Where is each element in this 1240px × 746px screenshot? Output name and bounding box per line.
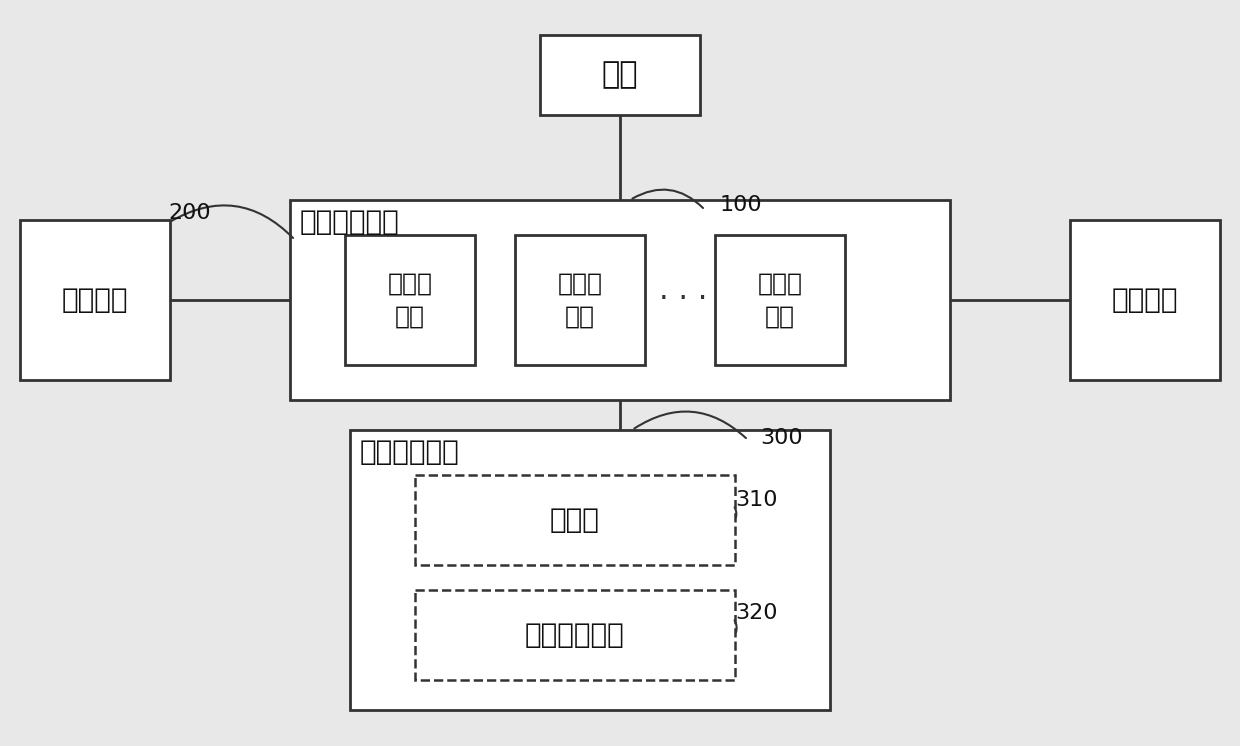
Text: 双向变
流器: 双向变 流器 bbox=[387, 272, 433, 329]
Text: 双向变
流器: 双向变 流器 bbox=[758, 272, 802, 329]
Text: 电池管理单元: 电池管理单元 bbox=[525, 621, 625, 649]
Text: 100: 100 bbox=[720, 195, 763, 215]
Text: 310: 310 bbox=[735, 490, 777, 510]
Text: 320: 320 bbox=[735, 603, 777, 623]
Bar bbox=[290, 200, 950, 400]
Bar bbox=[345, 235, 475, 365]
Text: 电网: 电网 bbox=[601, 60, 639, 90]
Bar bbox=[515, 235, 645, 365]
Text: 200: 200 bbox=[167, 203, 211, 223]
Text: 双向变
流器: 双向变 流器 bbox=[558, 272, 603, 329]
Text: 300: 300 bbox=[760, 428, 802, 448]
Text: 电池供应模块: 电池供应模块 bbox=[360, 438, 460, 466]
Text: 外部设备: 外部设备 bbox=[1112, 286, 1178, 314]
Text: 电池组: 电池组 bbox=[551, 506, 600, 534]
Bar bbox=[415, 590, 735, 680]
Bar bbox=[1070, 220, 1220, 380]
Text: 双向变流模块: 双向变流模块 bbox=[300, 208, 399, 236]
Bar bbox=[715, 235, 844, 365]
Text: · · ·: · · · bbox=[658, 286, 707, 315]
Bar bbox=[539, 35, 701, 115]
Bar bbox=[20, 220, 170, 380]
Bar bbox=[415, 475, 735, 565]
Text: 控制模块: 控制模块 bbox=[62, 286, 128, 314]
Bar bbox=[350, 430, 830, 710]
